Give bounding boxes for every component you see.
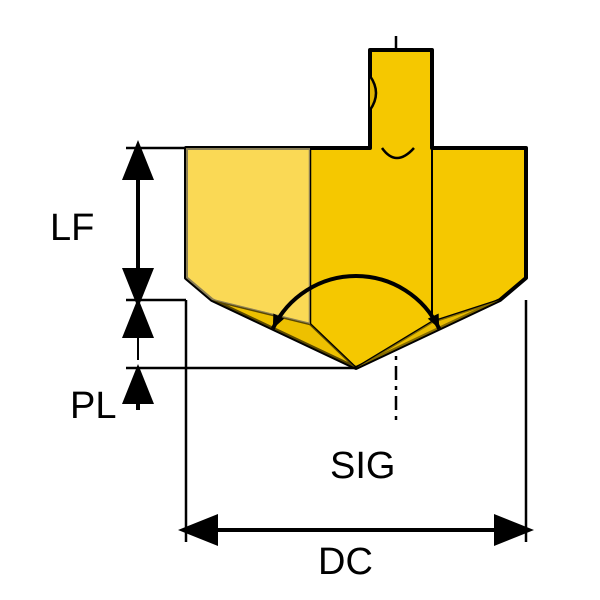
pl-label: PL xyxy=(70,385,116,427)
lf-label: LF xyxy=(50,207,94,249)
sig-label: SIG xyxy=(330,445,395,487)
dc-label: DC xyxy=(318,541,373,583)
